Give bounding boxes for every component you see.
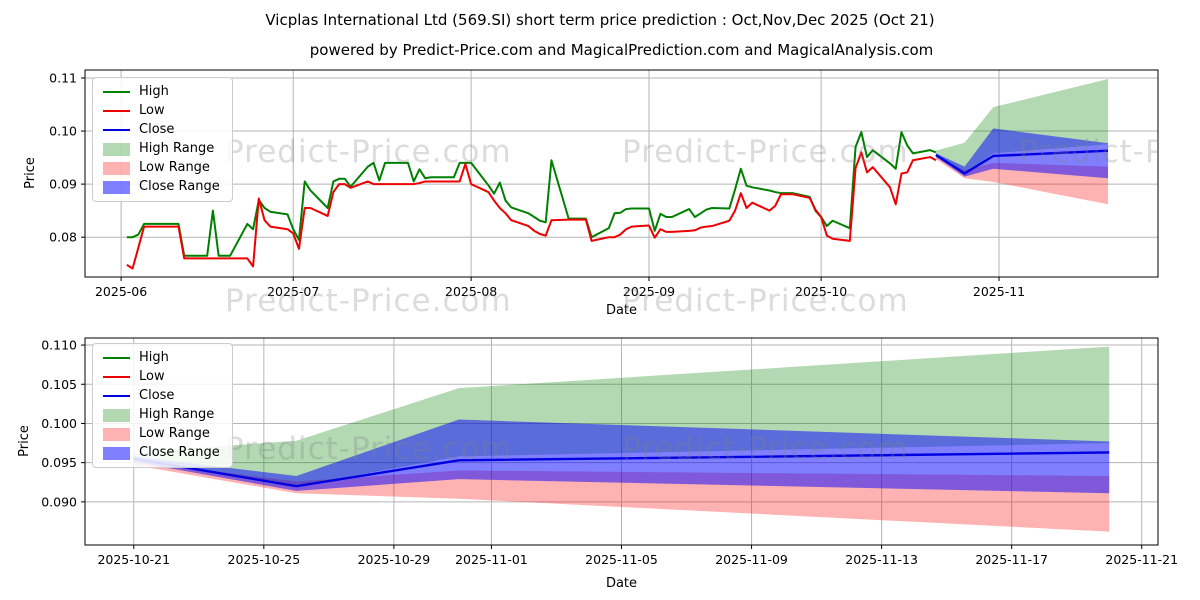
svg-text:0.090: 0.090: [41, 494, 77, 509]
price-forecast-chart: 2025-10-21 2025-10-25 2025-10-29 2025-11-01…: [41, 337, 1178, 567]
top-y-axis-label: Price: [23, 157, 38, 189]
svg-text:0.100: 0.100: [41, 416, 77, 431]
legend-item-close: Close: [103, 123, 220, 137]
high-line-swatch: [103, 91, 130, 93]
low-range-swatch: [103, 427, 130, 441]
legend-item-low: Low: [103, 104, 220, 118]
legend-item-low: Low: [103, 370, 220, 384]
svg-text:2025-10-25: 2025-10-25: [228, 552, 301, 567]
svg-text:0.105: 0.105: [41, 377, 77, 392]
svg-text:2025-11-17: 2025-11-17: [975, 552, 1048, 567]
svg-text:2025-11-01: 2025-11-01: [455, 552, 528, 567]
legend-item-high: High: [103, 85, 220, 99]
legend-item-close-range: Close Range: [103, 446, 220, 460]
svg-text:0.10: 0.10: [49, 124, 77, 139]
high-range-swatch: [103, 142, 130, 156]
svg-text:0.110: 0.110: [41, 338, 77, 353]
svg-text:0.09: 0.09: [49, 177, 77, 192]
bottom-x-axis-label: Date: [605, 576, 638, 591]
legend-item-high-range: High Range: [103, 408, 220, 422]
close-line-swatch: [103, 129, 130, 131]
svg-text:2025-09: 2025-09: [623, 284, 675, 299]
svg-text:0.11: 0.11: [49, 70, 77, 85]
close-line-swatch: [103, 395, 130, 397]
svg-text:2025-10-21: 2025-10-21: [97, 552, 170, 567]
bottom-y-axis-label: Price: [17, 425, 32, 457]
low-line-swatch: [103, 110, 130, 112]
svg-text:2025-08: 2025-08: [445, 284, 497, 299]
close-range-swatch: [103, 180, 130, 194]
svg-text:2025-10-29: 2025-10-29: [358, 552, 431, 567]
legend-top: High Low Close High Range Low Range Clos…: [92, 77, 233, 202]
figure-subtitle: powered by Predict-Price.com and Magical…: [309, 41, 934, 59]
price-history-chart: 2025-06 2025-07 2025-08 2025-09 2025-10 2025-…: [49, 69, 1159, 299]
legend-item-low-range: Low Range: [103, 427, 220, 441]
page-title: Vicplas International Ltd (569.SI) short…: [265, 11, 935, 29]
legend-item-close-range: Close Range: [103, 180, 220, 194]
legend-bottom: High Low Close High Range Low Range Clos…: [92, 343, 233, 468]
svg-text:2025-11-09: 2025-11-09: [715, 552, 788, 567]
svg-text:2025-11-13: 2025-11-13: [845, 552, 918, 567]
svg-text:2025-11: 2025-11: [973, 284, 1025, 299]
legend-item-high-range: High Range: [103, 142, 220, 156]
high-range-swatch: [103, 408, 130, 422]
legend-item-low-range: Low Range: [103, 161, 220, 175]
top-x-axis-label: Date: [605, 303, 638, 318]
svg-text:0.095: 0.095: [41, 455, 77, 470]
svg-text:2025-06: 2025-06: [95, 284, 147, 299]
high-line-swatch: [103, 357, 130, 359]
svg-text:0.08: 0.08: [49, 230, 77, 245]
close-range-swatch: [103, 446, 130, 460]
legend-item-close: Close: [103, 389, 220, 403]
low-range-swatch: [103, 161, 130, 175]
svg-text:2025-07: 2025-07: [267, 284, 319, 299]
legend-item-high: High: [103, 351, 220, 365]
low-line-swatch: [103, 376, 130, 378]
svg-text:2025-11-21: 2025-11-21: [1105, 552, 1178, 567]
svg-text:2025-10: 2025-10: [795, 284, 847, 299]
svg-text:2025-11-05: 2025-11-05: [585, 552, 658, 567]
